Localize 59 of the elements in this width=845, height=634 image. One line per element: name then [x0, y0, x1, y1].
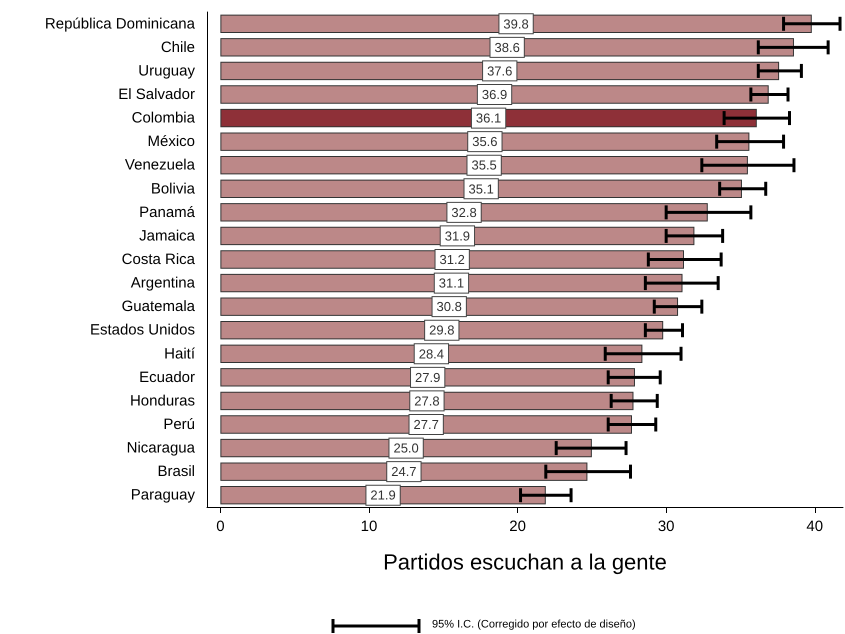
data-label: 36.1 — [476, 110, 502, 126]
bar — [220, 156, 748, 174]
y-tick-label: El Salvador — [118, 86, 195, 103]
bar — [220, 38, 794, 57]
y-tick-label: México — [147, 133, 195, 150]
bar — [220, 180, 742, 198]
y-tick-label: Colombia — [132, 110, 196, 127]
data-label: 38.6 — [494, 40, 520, 55]
data-label: 35.5 — [471, 158, 497, 173]
x-tick-label: 40 — [806, 518, 824, 535]
y-tick-label: Jamaica — [139, 227, 196, 244]
y-tick-label: Haití — [164, 345, 196, 362]
y-tick-label: Chile — [160, 38, 195, 56]
data-label: 35.1 — [468, 181, 494, 196]
y-tick-label: Honduras — [130, 392, 195, 410]
bar — [220, 132, 750, 151]
y-tick-label: Estados Unidos — [90, 322, 195, 339]
y-tick-label: Costa Rica — [122, 251, 196, 268]
y-tick-label: Bolivia — [150, 180, 196, 198]
x-tick-label: 10 — [360, 518, 378, 535]
data-label: 25.0 — [393, 440, 419, 456]
y-tick-label: Venezuela — [124, 156, 196, 174]
y-tick-label: Ecuador — [139, 368, 195, 386]
y-tick-label: Paraguay — [130, 486, 196, 504]
bar — [220, 14, 812, 33]
y-tick-label: Panamá — [139, 204, 196, 221]
y-tick-label: Perú — [163, 416, 195, 433]
data-label: 30.8 — [436, 299, 462, 314]
y-tick-label: Nicaragua — [126, 440, 196, 457]
data-label: 36.9 — [482, 87, 508, 102]
x-tick-label: 0 — [216, 518, 225, 535]
x-tick-label: 20 — [509, 518, 526, 535]
bar — [220, 108, 757, 128]
bar — [220, 85, 769, 104]
y-tick-label: Uruguay — [138, 62, 196, 80]
data-label: 29.8 — [429, 322, 454, 338]
data-label: 21.9 — [370, 488, 396, 503]
bar — [220, 226, 694, 246]
data-label: 27.8 — [414, 393, 440, 408]
y-tick-label: Brasil — [157, 463, 195, 480]
data-label: 35.6 — [472, 134, 498, 150]
bar — [220, 62, 780, 80]
data-label: 28.4 — [418, 346, 444, 362]
data-label: 24.7 — [391, 464, 417, 480]
data-label: 31.9 — [444, 228, 470, 244]
x-axis-title: Partidos escuchan a la gente — [383, 550, 667, 574]
data-label: 27.7 — [414, 417, 439, 432]
y-tick-label: República Dominicana — [44, 15, 196, 32]
y-tick-label: Argentina — [130, 274, 196, 292]
bar — [220, 203, 708, 222]
x-tick-label: 30 — [658, 518, 675, 535]
data-label: 32.8 — [451, 204, 477, 220]
data-label: 31.1 — [438, 276, 464, 291]
data-label: 37.6 — [487, 63, 512, 78]
y-tick-label: Guatemala — [122, 298, 196, 316]
text: 95% I.C. (Corregido por efecto de diseño) — [432, 618, 636, 630]
data-label: 31.2 — [440, 252, 465, 267]
data-label: 27.9 — [415, 370, 440, 385]
data-label: 39.8 — [503, 16, 529, 32]
